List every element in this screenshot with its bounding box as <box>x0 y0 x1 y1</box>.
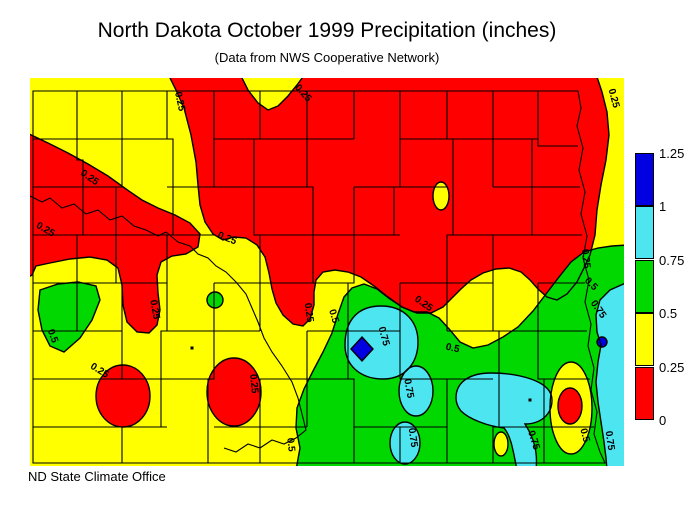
contour-label: 0.25 <box>579 248 592 269</box>
contour-label: 0.25 <box>247 373 260 394</box>
contour-label: 0.5 <box>445 342 461 356</box>
legend-label: 1.25 <box>659 146 685 161</box>
attribution-text: ND State Climate Office <box>28 469 166 484</box>
legend-label: 0.25 <box>659 359 685 375</box>
contour-label: 0.5 <box>45 328 60 345</box>
contour-label: 0.25 <box>606 88 622 110</box>
contour-label: 0.5 <box>284 437 296 452</box>
river-line <box>30 195 307 453</box>
legend-segment-red <box>635 366 654 420</box>
contour-label: 0.75 <box>603 430 617 451</box>
county-boundaries <box>30 90 606 464</box>
contour-label: 0.75 <box>406 427 420 448</box>
state-border <box>32 90 606 464</box>
legend-segment-blue <box>635 153 654 206</box>
contour-label: 0.5 <box>326 308 341 325</box>
page-subtitle: (Data from NWS Cooperative Network) <box>214 50 440 65</box>
station-dot <box>528 398 532 402</box>
contour-label: 0.25 <box>172 91 187 113</box>
legend-colorbar: 1.25 1 0.75 0.5 0.25 0 <box>635 147 695 433</box>
contour-label: 0.25 <box>147 299 161 321</box>
legend-label: 0.75 <box>659 252 685 268</box>
contour-label: 0.5 <box>577 427 591 444</box>
contour-label: 0.75 <box>376 326 392 348</box>
legend-label: 1 <box>659 199 667 215</box>
station-dot <box>190 346 194 350</box>
station-dots <box>190 346 532 402</box>
legend-segment-cyan <box>635 206 654 260</box>
legend-label: 0 <box>659 413 667 428</box>
contour-label: 0.75 <box>401 378 415 400</box>
legend-segment-green <box>635 259 654 313</box>
contour-label: 0.25 <box>302 302 316 323</box>
legend-segment-yellow <box>635 313 654 367</box>
page-title: North Dakota October 1999 Precipitation … <box>97 19 557 42</box>
legend-label: 0.5 <box>659 306 678 322</box>
